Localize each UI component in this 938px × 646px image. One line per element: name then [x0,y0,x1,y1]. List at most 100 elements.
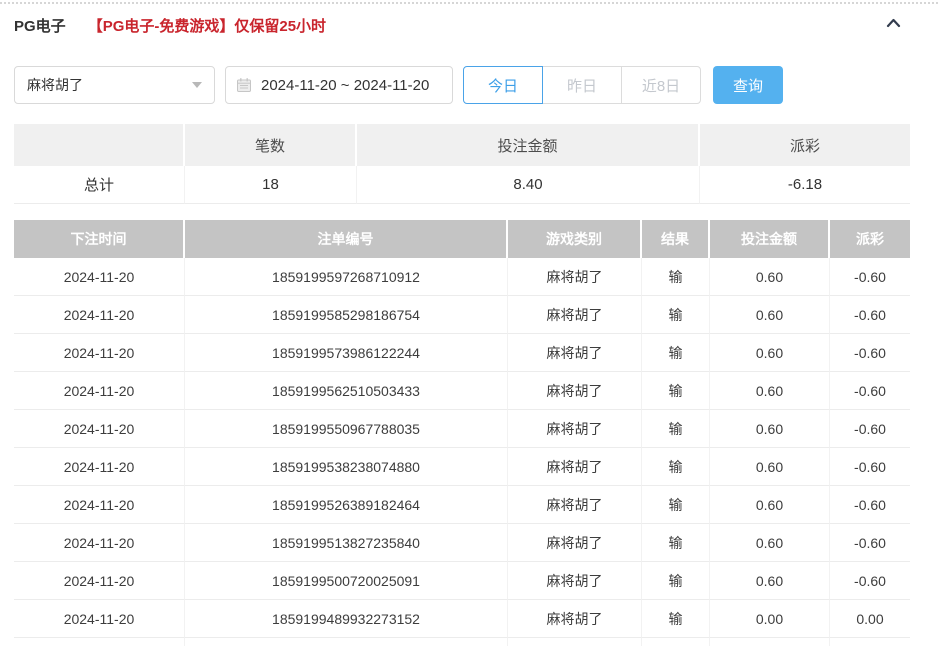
result-cell: 输 [642,334,710,372]
game-type-cell: 麻将胡了 [508,524,642,562]
bet-amount-cell: 0.60 [710,372,830,410]
result-cell: 输 [642,524,710,562]
summary-header-empty [14,124,185,166]
payout-cell: -0.60 [830,562,910,600]
game-select-value: 麻将胡了 [27,77,83,93]
bet-id-cell: 1859199538238074880 [185,448,508,486]
bet-time-cell: 2024-11-20 [14,410,185,448]
chevron-up-icon [885,16,902,35]
yesterday-button[interactable]: 昨日 [542,66,622,104]
date-range-value: 2024-11-20 ~ 2024-11-20 [261,76,430,94]
summary-total-row: 总计 18 8.40 -6.18 [14,166,910,204]
total-count: 18 [185,166,357,204]
payout-cell: -0.60 [830,258,910,296]
bet-amount-cell: 0.60 [710,296,830,334]
total-label: 总计 [14,166,185,204]
table-row: 2024-11-20 1859199550967788035 麻将胡了输 0.60 -0… [14,410,910,448]
quick-range-group: 今日 昨日 近8日 [463,66,701,104]
bet-records-table: 下注时间 注单编号 游戏类别 结果 投注金额 派彩 2024-11-20 1859… [14,220,910,646]
bet-id-cell: 1859199597268710912 [185,258,508,296]
result-cell: 输 [642,410,710,448]
bet-amount-cell: 0.60 [710,524,830,562]
bet-amount-cell: 0.60 [710,448,830,486]
payout-cell: -0.60 [830,486,910,524]
table-row: 2024-11-20 1859199585298186754 麻将胡了输 0.60 -0… [14,296,910,334]
panel-header: PG电子 【PG电子-免费游戏】仅保留25小时 [0,4,938,44]
header-bet-time: 下注时间 [14,220,185,258]
bet-time-cell: 2024-11-20 [14,258,185,296]
payout-cell: -0.60 [830,524,910,562]
payout-cell: -0.60 [830,410,910,448]
payout-cell: -0.60 [830,448,910,486]
game-type-cell: 麻将胡了 [508,600,642,638]
today-button[interactable]: 今日 [463,66,543,104]
game-type-cell: 麻将胡了 [508,562,642,600]
bet-amount-cell: 0.60 [710,410,830,448]
calendar-icon [236,77,252,93]
result-cell: 输 [642,600,710,638]
game-type-cell: 麻将胡了 [508,486,642,524]
table-row: 2024-11-20 1859199513827235840 麻将胡了输 0.60 -0… [14,524,910,562]
bet-id-cell: 1859199526389182464 [185,486,508,524]
query-button[interactable]: 查询 [713,66,783,104]
summary-header-bet-amount: 投注金额 [357,124,700,166]
bet-time-cell: 2024-11-20 [14,524,185,562]
table-row-partial [14,638,910,646]
bet-amount-cell [710,638,830,646]
payout-cell [830,638,910,646]
result-cell: 输 [642,448,710,486]
bet-time-cell: 2024-11-20 [14,562,185,600]
bet-amount-cell: 0.60 [710,334,830,372]
summary-header-row: 笔数 投注金额 派彩 [14,124,910,166]
header-payout: 派彩 [830,220,910,258]
bet-time-cell: 2024-11-20 [14,334,185,372]
bet-id-cell: 1859199585298186754 [185,296,508,334]
bet-amount-cell: 0.60 [710,486,830,524]
collapse-button[interactable] [885,16,902,35]
bet-amount-cell: 0.60 [710,562,830,600]
panel-title: PG电子 [14,17,66,35]
last-8-days-button[interactable]: 近8日 [621,66,701,104]
table-row: 2024-11-20 1859199573986122244 麻将胡了输 0.60 -0… [14,334,910,372]
table-header-row: 下注时间 注单编号 游戏类别 结果 投注金额 派彩 [14,220,910,258]
header-bet-amount: 投注金额 [710,220,830,258]
bet-id-cell: 1859199562510503433 [185,372,508,410]
game-type-cell: 麻将胡了 [508,372,642,410]
game-type-cell: 麻将胡了 [508,448,642,486]
payout-cell: 0.00 [830,600,910,638]
date-range-input[interactable]: 2024-11-20 ~ 2024-11-20 [225,66,453,104]
result-cell: 输 [642,486,710,524]
bet-id-cell: 1859199489932273152 [185,600,508,638]
header-game-type: 游戏类别 [508,220,642,258]
game-type-cell [508,638,642,646]
total-payout: -6.18 [700,166,910,204]
game-type-cell: 麻将胡了 [508,258,642,296]
bet-id-cell: 1859199550967788035 [185,410,508,448]
game-select[interactable]: 麻将胡了 [14,66,215,104]
bet-time-cell: 2024-11-20 [14,448,185,486]
top-dashed-divider [0,2,938,4]
payout-cell: -0.60 [830,372,910,410]
table-row: 2024-11-20 1859199597268710912 麻将胡了输 0.60 -0… [14,258,910,296]
result-cell: 输 [642,296,710,334]
bet-table-body: 2024-11-20 1859199597268710912 麻将胡了输 0.60 -0… [14,258,910,646]
summary-header-payout: 派彩 [700,124,910,166]
bet-time-cell: 2024-11-20 [14,486,185,524]
header-bet-id: 注单编号 [185,220,508,258]
bet-time-cell: 2024-11-20 [14,600,185,638]
game-type-cell: 麻将胡了 [508,410,642,448]
bet-amount-cell: 0.60 [710,258,830,296]
bet-id-cell [185,638,508,646]
bet-amount-cell: 0.00 [710,600,830,638]
bet-time-cell: 2024-11-20 [14,296,185,334]
bet-time-cell [14,638,185,646]
filter-bar: 麻将胡了 2024-11-20 ~ 2024-11-20 今日 昨日 近8日 [14,66,938,104]
caret-down-icon [192,82,202,88]
payout-cell: -0.60 [830,296,910,334]
bet-id-cell: 1859199500720025091 [185,562,508,600]
table-row: 2024-11-20 1859199489932273152 麻将胡了输 0.00 0.… [14,600,910,638]
result-cell: 输 [642,372,710,410]
bet-time-cell: 2024-11-20 [14,372,185,410]
table-row: 2024-11-20 1859199500720025091 麻将胡了输 0.60 -0… [14,562,910,600]
